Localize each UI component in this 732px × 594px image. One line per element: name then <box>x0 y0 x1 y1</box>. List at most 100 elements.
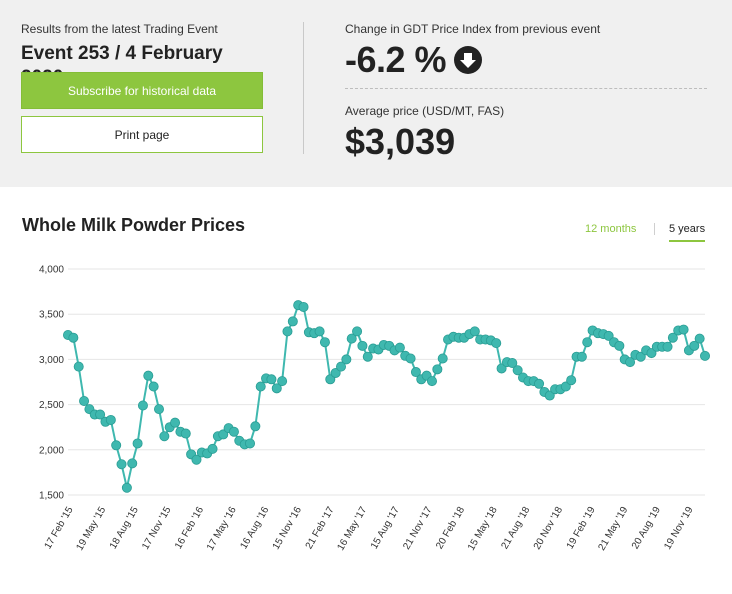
data-point[interactable] <box>700 350 711 361</box>
data-point[interactable] <box>73 361 84 372</box>
x-tick-label: 21 Nov '17 <box>401 505 434 552</box>
data-point[interactable] <box>143 370 154 381</box>
data-point[interactable] <box>255 381 266 392</box>
data-point[interactable] <box>362 351 373 362</box>
y-axis-ticks: 1,500 2,000 2,500 3,000 3,500 4,000 <box>39 265 64 502</box>
x-tick-label: 16 Feb '16 <box>173 505 206 552</box>
data-point[interactable] <box>512 365 523 376</box>
data-point[interactable] <box>319 337 330 348</box>
data-point[interactable] <box>534 378 545 389</box>
subscribe-button[interactable]: Subscribe for historical data <box>21 72 263 109</box>
data-point[interactable] <box>507 358 518 369</box>
data-point[interactable] <box>180 428 191 439</box>
data-point[interactable] <box>68 332 79 343</box>
data-point[interactable] <box>127 458 138 469</box>
data-point[interactable] <box>132 438 143 449</box>
data-point[interactable] <box>576 351 587 362</box>
data-point[interactable] <box>105 414 116 425</box>
data-point[interactable] <box>277 376 288 387</box>
x-tick-label: 19 Feb '19 <box>565 505 598 552</box>
average-price-value: $3,039 <box>345 121 456 162</box>
chart-title: Whole Milk Powder Prices <box>22 215 246 235</box>
data-point[interactable] <box>116 459 127 470</box>
data-point[interactable] <box>218 429 229 440</box>
tab-separator <box>654 223 655 235</box>
data-point[interactable] <box>410 367 421 378</box>
data-point[interactable] <box>544 390 555 401</box>
data-point[interactable] <box>287 316 298 327</box>
tab-12-months[interactable]: 12 months <box>585 223 637 235</box>
data-point[interactable] <box>111 440 122 451</box>
data-point[interactable] <box>426 376 437 387</box>
arrow-down-circle-icon <box>454 46 483 74</box>
x-tick-label: 16 May '17 <box>335 505 369 553</box>
y-tick-label: 3,000 <box>39 355 64 366</box>
data-point[interactable] <box>325 374 336 385</box>
data-point[interactable] <box>330 367 341 378</box>
data-point[interactable] <box>566 375 577 386</box>
data-point[interactable] <box>207 443 218 454</box>
x-tick-label: 20 Nov '18 <box>532 505 565 552</box>
x-tick-label: 15 Nov '16 <box>271 505 304 552</box>
data-point[interactable] <box>582 337 593 348</box>
data-point[interactable] <box>496 363 507 374</box>
data-point[interactable] <box>614 340 625 351</box>
x-tick-label: 18 Aug '15 <box>108 505 141 552</box>
data-point[interactable] <box>689 340 700 351</box>
grid-layer <box>68 268 705 496</box>
data-point[interactable] <box>191 454 202 465</box>
results-summary-panel: Results from the latest Trading Event Ev… <box>0 0 732 187</box>
data-point[interactable] <box>153 404 164 415</box>
data-point[interactable] <box>662 341 673 352</box>
x-tick-label: 20 Aug '19 <box>630 505 663 552</box>
data-point[interactable] <box>250 421 261 432</box>
data-point[interactable] <box>314 326 325 337</box>
data-point[interactable] <box>646 348 657 359</box>
results-label: Results from the latest Trading Event <box>21 22 218 36</box>
x-tick-label: 20 Feb '18 <box>434 505 467 552</box>
data-point[interactable] <box>635 351 646 362</box>
tab-5-years[interactable]: 5 years <box>669 222 706 242</box>
data-point[interactable] <box>560 381 571 392</box>
data-point[interactable] <box>678 324 689 335</box>
data-point[interactable] <box>244 438 255 449</box>
data-point[interactable] <box>432 364 443 375</box>
data-point[interactable] <box>341 354 352 365</box>
data-point[interactable] <box>282 326 293 337</box>
data-point[interactable] <box>170 417 181 428</box>
data-point[interactable] <box>79 395 90 406</box>
print-page-button[interactable]: Print page <box>21 116 263 153</box>
y-tick-label: 3,500 <box>39 310 64 321</box>
x-tick-label: 15 May '18 <box>466 505 500 553</box>
data-point[interactable] <box>667 332 678 343</box>
data-point[interactable] <box>271 383 282 394</box>
data-point[interactable] <box>625 357 636 368</box>
data-point[interactable] <box>95 409 106 420</box>
change-label: Change in GDT Price Index from previous … <box>345 22 601 36</box>
x-tick-label: 17 May '16 <box>205 505 239 553</box>
data-point[interactable] <box>346 333 357 344</box>
data-point[interactable] <box>437 353 448 364</box>
x-tick-label: 21 Aug '18 <box>499 505 532 552</box>
data-point[interactable] <box>298 301 309 312</box>
data-point[interactable] <box>491 338 502 349</box>
data-point[interactable] <box>266 374 277 385</box>
data-point[interactable] <box>121 482 132 493</box>
data-point[interactable] <box>405 353 416 364</box>
vertical-divider <box>303 22 304 154</box>
data-point[interactable] <box>148 381 159 392</box>
y-tick-label: 2,000 <box>39 445 64 456</box>
data-point[interactable] <box>469 326 480 337</box>
data-point[interactable] <box>335 361 346 372</box>
data-point[interactable] <box>694 333 705 344</box>
data-point[interactable] <box>159 431 170 442</box>
price-line-chart: 1,500 2,000 2,500 3,000 3,500 4,000 17 Feb '1… <box>39 265 711 553</box>
data-point[interactable] <box>394 342 405 353</box>
data-point[interactable] <box>603 330 614 341</box>
data-point[interactable] <box>137 400 148 411</box>
x-tick-label: 21 May '19 <box>597 505 631 553</box>
data-point[interactable] <box>357 340 368 351</box>
data-point[interactable] <box>228 426 239 437</box>
data-point[interactable] <box>352 326 363 337</box>
